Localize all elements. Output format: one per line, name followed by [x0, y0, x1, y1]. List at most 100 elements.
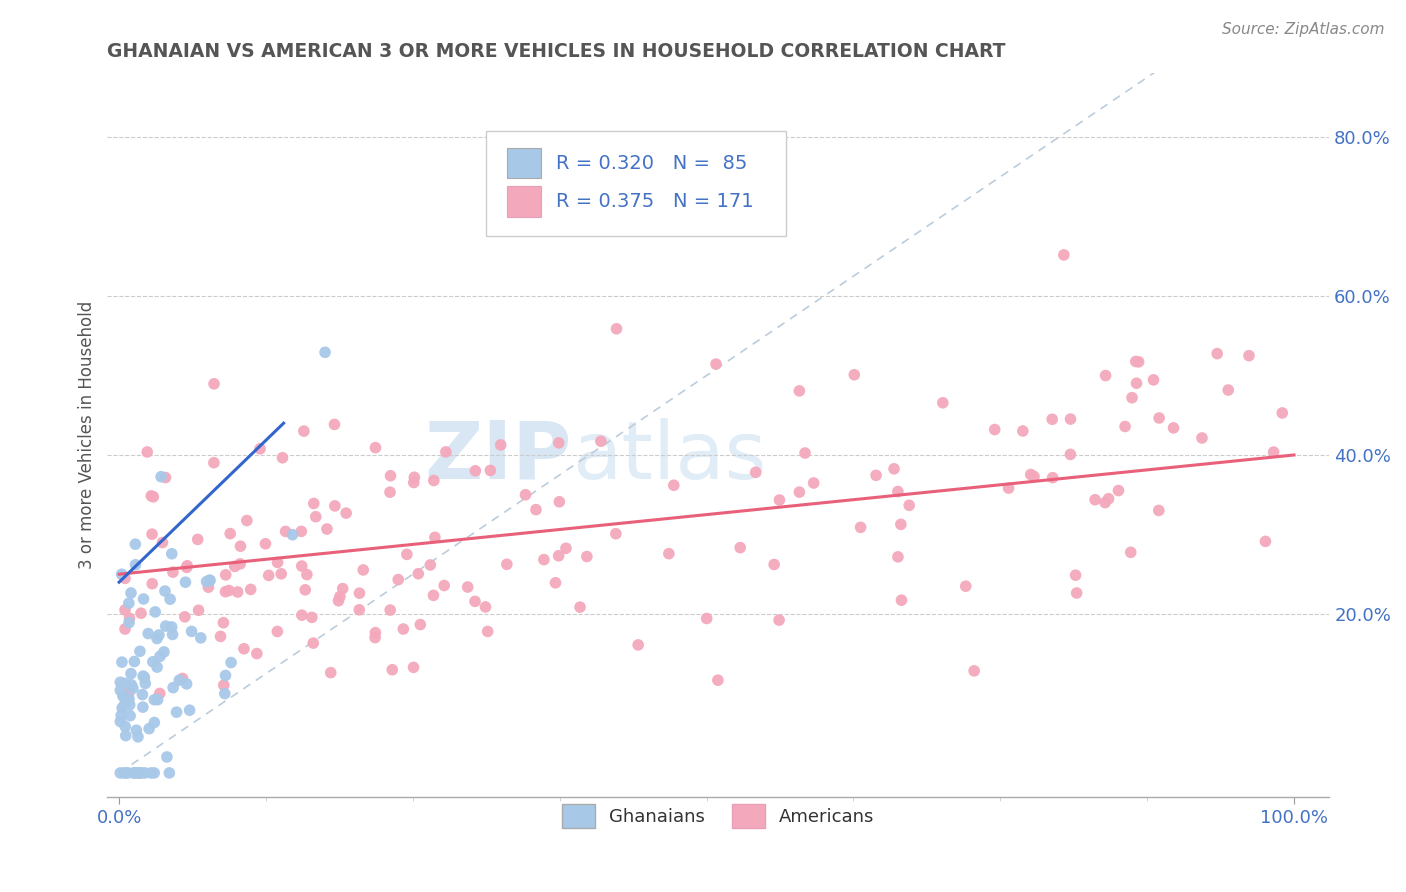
Point: [890, 517, 912, 532]
Point: [118, 611, 141, 625]
Point: [125, 723, 148, 738]
Point: [214, 668, 236, 682]
Point: [1053, 248, 1076, 262]
Point: [794, 446, 817, 460]
Point: [728, 541, 751, 555]
Point: [159, 592, 181, 607]
Point: [114, 729, 136, 743]
Point: [434, 445, 457, 459]
Point: [232, 641, 254, 656]
Point: [1147, 411, 1170, 425]
Point: [474, 599, 496, 614]
Point: [143, 692, 166, 706]
Point: [479, 463, 502, 477]
Point: [1254, 534, 1277, 549]
Point: [292, 424, 315, 438]
Point: [190, 631, 212, 645]
Point: [212, 615, 235, 630]
Point: [249, 442, 271, 456]
Point: [696, 611, 718, 625]
Point: [495, 558, 517, 572]
Point: [149, 686, 172, 700]
Point: [129, 766, 152, 780]
Point: [789, 384, 811, 398]
Point: [662, 478, 685, 492]
Point: [932, 396, 955, 410]
Point: [295, 567, 318, 582]
Point: [139, 766, 162, 780]
Point: [176, 558, 198, 573]
Point: [404, 470, 426, 484]
Point: [477, 624, 499, 639]
Point: [408, 566, 430, 581]
Point: [319, 665, 342, 680]
Point: [219, 526, 242, 541]
Point: [142, 655, 165, 669]
Point: [1121, 391, 1143, 405]
Point: [329, 590, 352, 604]
Point: [149, 649, 172, 664]
Point: [219, 656, 242, 670]
Point: [1147, 503, 1170, 517]
Point: [129, 644, 152, 658]
Point: [229, 557, 252, 571]
Point: [1059, 447, 1081, 461]
Point: [883, 462, 905, 476]
Point: [114, 719, 136, 733]
Point: [1163, 421, 1185, 435]
Point: [143, 605, 166, 619]
Point: [402, 660, 425, 674]
Point: [110, 714, 132, 729]
Point: [349, 586, 371, 600]
Point: [1119, 545, 1142, 559]
Point: [153, 584, 176, 599]
Point: [1042, 471, 1064, 485]
Point: [124, 766, 146, 780]
Point: [120, 678, 142, 692]
Point: [294, 582, 316, 597]
Point: [569, 600, 592, 615]
Point: [156, 750, 179, 764]
Point: [589, 434, 612, 449]
Point: [162, 681, 184, 695]
Point: [380, 603, 402, 617]
Point: [122, 681, 145, 696]
Point: [302, 496, 325, 510]
Point: [160, 620, 183, 634]
Point: [134, 766, 156, 780]
Point: [112, 766, 135, 780]
Point: [120, 708, 142, 723]
Point: [218, 583, 240, 598]
Point: [707, 673, 730, 688]
Point: [423, 530, 446, 544]
Point: [302, 636, 325, 650]
Point: [1142, 373, 1164, 387]
Point: [704, 357, 727, 371]
Point: [152, 535, 174, 549]
Point: [1206, 346, 1229, 360]
Point: [202, 376, 225, 391]
Point: [131, 688, 153, 702]
Point: [1094, 495, 1116, 509]
Point: [378, 485, 401, 500]
Point: [316, 522, 339, 536]
Point: [229, 539, 252, 553]
Point: [129, 606, 152, 620]
Point: [547, 435, 569, 450]
Point: [890, 593, 912, 607]
Point: [266, 556, 288, 570]
Point: [153, 645, 176, 659]
Point: [124, 766, 146, 780]
Point: [197, 580, 219, 594]
FancyBboxPatch shape: [486, 131, 786, 236]
Point: [141, 576, 163, 591]
Point: [127, 730, 149, 744]
Point: [524, 502, 547, 516]
Point: [174, 575, 197, 590]
Point: [364, 441, 387, 455]
Point: [138, 722, 160, 736]
Point: [162, 565, 184, 579]
Point: [148, 628, 170, 642]
Point: [1237, 349, 1260, 363]
Point: [187, 603, 209, 617]
